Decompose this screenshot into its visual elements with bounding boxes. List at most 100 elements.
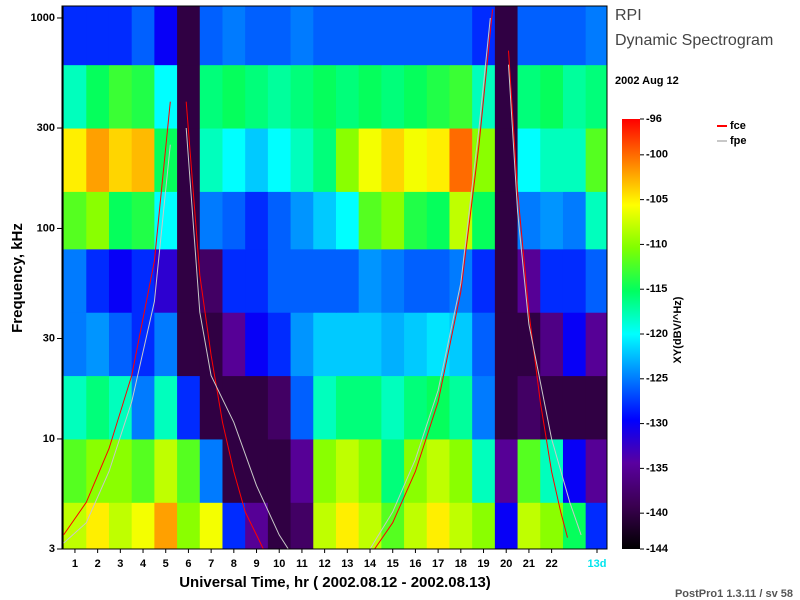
y-axis-label: Frequency, kHz [9, 223, 26, 333]
heatmap-cell [381, 438, 405, 503]
heatmap-cell [562, 64, 587, 129]
heatmap-cell [108, 248, 133, 313]
heatmap-cell [199, 312, 223, 377]
heatmap-cell [131, 375, 155, 440]
colorbar-tick-label: -125 [646, 373, 668, 385]
heatmap-cell [494, 438, 519, 503]
heatmap-cell [199, 128, 223, 192]
heatmap-cell [426, 248, 450, 313]
heatmap-cell [222, 502, 246, 549]
heatmap-cell [222, 375, 246, 440]
heatmap-cell [154, 502, 178, 549]
heatmap-cell [404, 128, 428, 192]
heatmap-cell [154, 438, 178, 503]
heatmap-cell [562, 191, 587, 250]
heatmap-cell [358, 248, 382, 313]
heatmap-cell [63, 438, 87, 503]
x-tick-label: 20 [500, 558, 512, 570]
heatmap-cell [245, 64, 269, 129]
x-tick-label: 6 [185, 558, 191, 570]
heatmap-cell [154, 191, 178, 250]
heatmap-cell [449, 312, 473, 377]
heatmap-cell [404, 248, 428, 313]
x-tick-label: 21 [523, 558, 535, 570]
heatmap-cell [585, 248, 607, 313]
heatmap-cell [177, 438, 201, 503]
heatmap-cell [131, 128, 155, 192]
line-fce [63, 9, 568, 549]
heatmap-cell [131, 502, 155, 549]
x-axis-label: Universal Time, hr ( 2002.08.12 - 2002.0… [179, 574, 491, 591]
heatmap-cell [222, 6, 246, 66]
heatmap-cell [494, 502, 519, 549]
heatmap-cell [335, 248, 360, 313]
heatmap-cell [517, 248, 541, 313]
heatmap-cell [108, 191, 133, 250]
heatmap-cell [358, 6, 382, 66]
y-tick-label: 100 [37, 222, 55, 234]
heatmap-cell [86, 248, 110, 313]
heatmap-cell [585, 64, 607, 129]
y-tick-label: 30 [43, 332, 55, 344]
heatmap-cell [245, 191, 269, 250]
heatmap-cell [63, 191, 87, 250]
heatmap-cell [108, 6, 133, 66]
heatmap-cell [358, 64, 382, 129]
heatmap-cell [562, 375, 587, 440]
heatmap-cell [267, 191, 292, 250]
colorbar-tick-label: -100 [646, 149, 668, 161]
legend-label: fpe [730, 135, 747, 147]
heatmap-cell [358, 375, 382, 440]
heatmap-cell [494, 375, 519, 440]
heatmap-cell [222, 191, 246, 250]
heatmap-cell [517, 64, 541, 129]
heatmap-cell [381, 502, 405, 549]
heatmap-cell [267, 438, 292, 503]
heatmap-cell [63, 375, 87, 440]
heatmap-cell [222, 312, 246, 377]
heatmap-cell [108, 64, 133, 129]
heatmap-cell [267, 312, 292, 377]
colorbar-tick-label: -120 [646, 328, 668, 340]
heatmap-cell [131, 191, 155, 250]
x-tick-label: 11 [296, 558, 308, 570]
heatmap-cell [154, 64, 178, 129]
heatmap-cell [426, 6, 450, 66]
heatmap-cell [245, 502, 269, 549]
heatmap-cell [426, 191, 450, 250]
heatmap-cell [245, 128, 269, 192]
heatmap-cell [290, 502, 314, 549]
heatmap-cell [222, 248, 246, 313]
heatmap-cell [154, 248, 178, 313]
heatmap-cell [585, 6, 607, 66]
heatmap-cell [517, 128, 541, 192]
x-tick-label: 3 [117, 558, 123, 570]
heatmap-cell [381, 375, 405, 440]
heatmap-cell [358, 191, 382, 250]
heatmap-cell [585, 128, 607, 192]
heatmap-cell [313, 191, 337, 250]
heatmap-cell [426, 502, 450, 549]
heatmap-cell [131, 248, 155, 313]
heatmap-cell [426, 64, 450, 129]
heatmap-cell [313, 6, 337, 66]
heatmap-cell [290, 6, 314, 66]
heatmap-cell [199, 64, 223, 129]
heatmap-cell [335, 6, 360, 66]
heatmap-cell [358, 438, 382, 503]
x-tick-label: 22 [545, 558, 557, 570]
heatmap-cell [381, 6, 405, 66]
heatmap-cell [63, 64, 87, 129]
heatmap-cell [290, 375, 314, 440]
heatmap-cell [267, 64, 292, 129]
y-tick-label: 1000 [31, 12, 55, 24]
x-tick-label: 7 [208, 558, 214, 570]
heatmap-cell [404, 191, 428, 250]
heatmap-cell [267, 128, 292, 192]
heatmap-cell [494, 6, 519, 66]
heatmap-cell [517, 191, 541, 250]
heatmap-cell [267, 6, 292, 66]
heatmap-cell [290, 128, 314, 192]
heatmap-cell [426, 128, 450, 192]
heatmap-cell [540, 128, 564, 192]
